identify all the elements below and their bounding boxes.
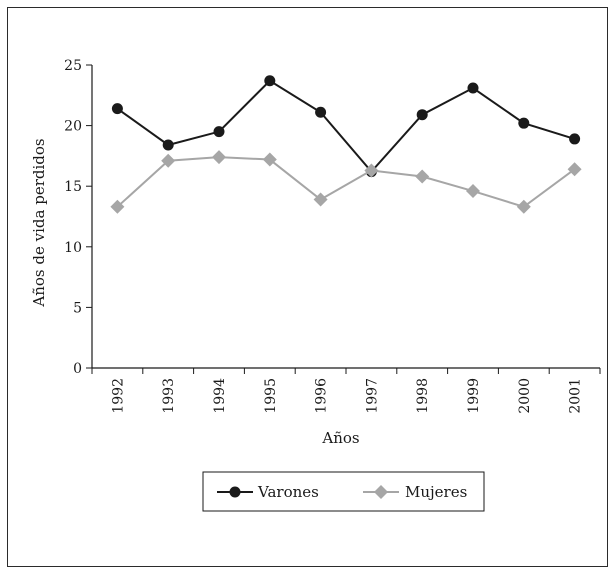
x-tick-label: 1993	[161, 378, 177, 414]
x-axis-label: Años	[321, 429, 359, 447]
x-tick-label: 1992	[110, 378, 126, 414]
series-layer	[110, 75, 582, 214]
legend-label-mujeres: Mujeres	[405, 483, 467, 501]
y-tick-label: 15	[64, 179, 82, 195]
x-tick-label: 1997	[364, 378, 380, 414]
series-line-varones	[116, 79, 575, 174]
x-axis-ticks: 1992 1993 1994 1995 1996 1997 1998 1999 2000 2001	[91, 368, 601, 414]
x-tick-label: 1994	[212, 378, 228, 414]
y-tick-label: 10	[64, 240, 82, 256]
x-tick-label: 1996	[314, 378, 330, 414]
data-point-varones	[416, 109, 428, 121]
x-tick-label: 2001	[568, 378, 584, 414]
data-point-varones	[315, 106, 327, 118]
y-tick-label: 20	[64, 119, 82, 135]
series-line-mujeres	[116, 156, 576, 208]
data-point-varones	[264, 75, 276, 87]
data-point-mujeres	[212, 150, 226, 165]
data-point-mujeres	[415, 169, 430, 184]
x-tick-label: 1995	[263, 378, 279, 414]
data-point-mujeres	[110, 199, 125, 214]
data-point-varones	[162, 139, 174, 151]
data-point-varones	[569, 133, 581, 145]
data-point-mujeres	[364, 163, 379, 178]
y-tick-label: 5	[73, 300, 82, 316]
legend-marker-varones	[229, 486, 241, 498]
legend-marker-mujeres	[374, 485, 388, 499]
data-point-mujeres	[466, 184, 480, 199]
series-varones	[111, 75, 581, 178]
legend: Varones Mujeres	[202, 471, 485, 512]
axes	[91, 65, 600, 369]
data-point-varones	[111, 103, 123, 115]
data-point-varones	[467, 82, 479, 94]
data-point-mujeres	[313, 192, 328, 207]
y-tick-label: 25	[64, 58, 82, 74]
data-point-mujeres	[262, 152, 277, 167]
y-tick-label: 0	[73, 361, 82, 377]
data-point-varones	[213, 126, 225, 138]
x-tick-label: 1998	[415, 378, 431, 414]
y-axis-label: Años de vida perdidos	[30, 138, 48, 307]
data-point-varones	[518, 117, 530, 129]
series-mujeres	[110, 150, 582, 214]
y-axis-ticks: 0 5 10 15 20 25	[64, 58, 92, 377]
legend-label-varones: Varones	[257, 483, 319, 501]
data-point-mujeres	[161, 153, 176, 168]
data-point-mujeres	[567, 162, 582, 177]
x-tick-label: 1999	[466, 378, 482, 414]
data-point-mujeres	[516, 199, 531, 214]
x-tick-label: 2000	[517, 378, 533, 414]
